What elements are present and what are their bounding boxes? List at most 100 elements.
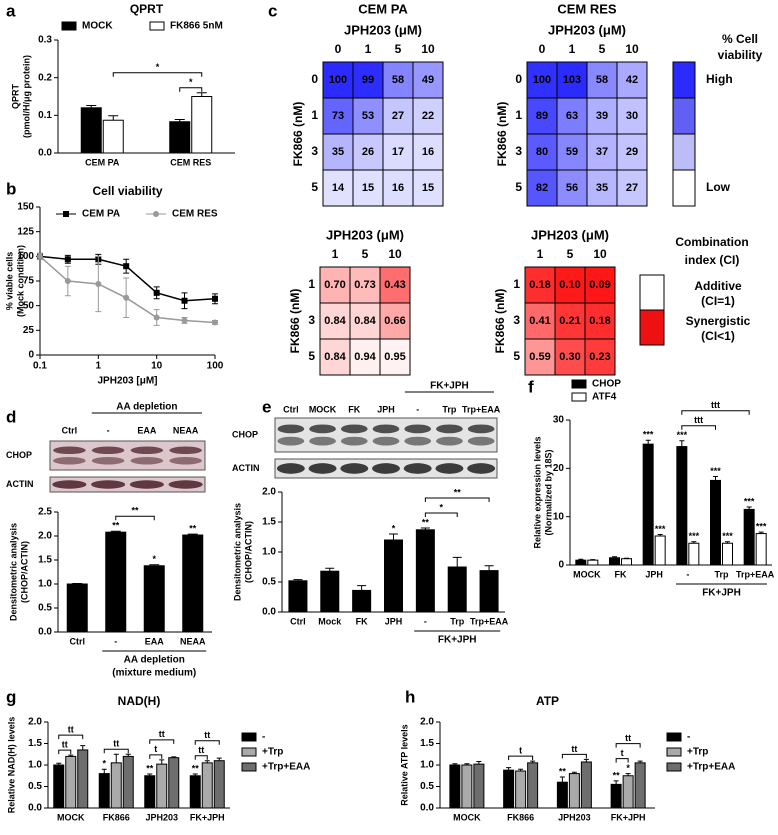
x-tick-label: JPH203 <box>558 812 591 822</box>
heatmap-cell <box>526 133 558 171</box>
y-axis-label: (Mock condition) <box>15 245 25 317</box>
bar <box>515 770 527 809</box>
bar <box>65 755 77 809</box>
cell-label: 0.73 <box>354 279 375 291</box>
bracket-label: tt <box>625 733 631 743</box>
legend-label: +Trp+EAA <box>687 762 735 773</box>
cell-label: 0.70 <box>324 279 345 291</box>
x-tick-label: Mock <box>318 616 342 626</box>
heatmap-cell <box>584 266 616 304</box>
heatmap-cell <box>412 97 444 135</box>
heatmap-heading: CEM PA <box>358 1 408 16</box>
y-tick-label: 1.0 <box>38 579 52 590</box>
significance-mark: *** <box>643 430 654 440</box>
bracket <box>615 758 629 763</box>
legend-label: - <box>687 732 690 743</box>
bar <box>80 107 102 154</box>
y-tick-label: 0.0 <box>262 607 276 618</box>
blot-band <box>169 446 202 455</box>
cell-label: 0.10 <box>559 279 580 291</box>
y-tick-label: 20 <box>553 463 565 474</box>
heatmap-cell <box>586 133 618 171</box>
cell-label: 0.94 <box>354 351 376 363</box>
x-tick-label: FK+JPH <box>190 812 225 822</box>
legend-label: Synergistic <box>686 314 751 328</box>
y-axis-label: % viable cells <box>4 252 14 311</box>
lane-label: FK <box>348 404 360 414</box>
heatmap-heading: CEM RES <box>557 1 617 16</box>
bracket <box>103 748 129 754</box>
heatmap-cell <box>526 97 558 135</box>
cell-label: 15 <box>422 182 434 194</box>
lane-label: Trp+EAA <box>462 404 501 414</box>
cell-label: 17 <box>392 146 404 158</box>
lane-label: Ctrl <box>283 404 299 414</box>
y-tick-label: 0 <box>558 560 564 571</box>
heatmap-cell <box>382 169 414 207</box>
bracket <box>149 739 175 744</box>
y-tick-label: 1.5 <box>262 517 276 528</box>
heatmap-cell <box>584 338 616 376</box>
bracket-label: * <box>156 62 160 72</box>
blot-band <box>404 424 432 434</box>
point <box>64 256 71 263</box>
bar <box>143 565 165 633</box>
significance-mark: ** <box>613 770 621 780</box>
group-label: FK+JPH <box>438 635 477 646</box>
error-bar <box>746 506 752 510</box>
bar <box>189 775 201 809</box>
heatmap-cell <box>556 133 588 171</box>
bracket-label: tt <box>198 745 204 755</box>
cell-label: 56 <box>566 182 578 194</box>
bracket-label: ** <box>131 506 139 516</box>
point <box>181 317 188 324</box>
legend-label: (CI=1) <box>701 294 735 308</box>
y-tick-label: 0.5 <box>262 577 276 588</box>
cell-label: 0.43 <box>384 279 405 291</box>
bar <box>527 762 539 809</box>
bar <box>556 781 568 809</box>
heatmap-cell <box>412 169 444 207</box>
row-label: 5 <box>515 180 522 194</box>
heatmap-title: JPH203 (μM) <box>548 22 626 37</box>
group-label: FK+JPH <box>702 588 741 599</box>
y-axis-label: Densitometric analysis <box>8 523 18 621</box>
legend-swatch <box>672 169 696 207</box>
error-bar <box>56 762 62 765</box>
y-tick-label: 1.5 <box>420 738 434 749</box>
y-axis-label: (CHOP/ACTIN) <box>19 541 29 603</box>
panel-letter: h <box>405 687 415 706</box>
y-tick-label: 0.5 <box>38 603 52 614</box>
blot-band <box>340 424 368 434</box>
blot-band <box>372 463 400 474</box>
y-axis-label: QPRT <box>10 84 20 110</box>
legend-title: index (CI) <box>685 253 740 267</box>
error-bar <box>637 760 643 763</box>
y-axis-label: FK866 (nM) <box>495 102 509 167</box>
bar <box>169 121 191 154</box>
y-tick-label: 0.0 <box>28 803 42 814</box>
error-bar <box>159 759 165 765</box>
y-tick-label: 0.0 <box>38 627 52 638</box>
cell-label: 15 <box>362 182 374 194</box>
bar <box>102 119 124 154</box>
bar <box>449 764 461 809</box>
x-tick-label: CEM PA <box>85 157 120 167</box>
bar <box>743 508 755 566</box>
y-tick-label: 50 <box>23 300 35 311</box>
group-label: (mixture medium) <box>112 668 196 679</box>
blot-band <box>129 480 164 489</box>
blot-band <box>130 456 164 465</box>
bracket-label: tt <box>571 744 577 754</box>
cell-label: 100 <box>329 74 347 86</box>
error-bar <box>452 556 462 567</box>
lane-label: Trp <box>442 404 457 414</box>
bar <box>609 557 620 566</box>
blot-row-label: CHOP <box>232 429 258 439</box>
heatmap-cell <box>379 266 411 304</box>
ci-legend: Combination index (CI) Additive (CI=1) S… <box>639 235 751 346</box>
error-bar <box>725 541 730 544</box>
legend-label: - <box>262 732 265 743</box>
bracket-label: tt <box>159 729 165 739</box>
panel-letter: f <box>528 377 534 396</box>
